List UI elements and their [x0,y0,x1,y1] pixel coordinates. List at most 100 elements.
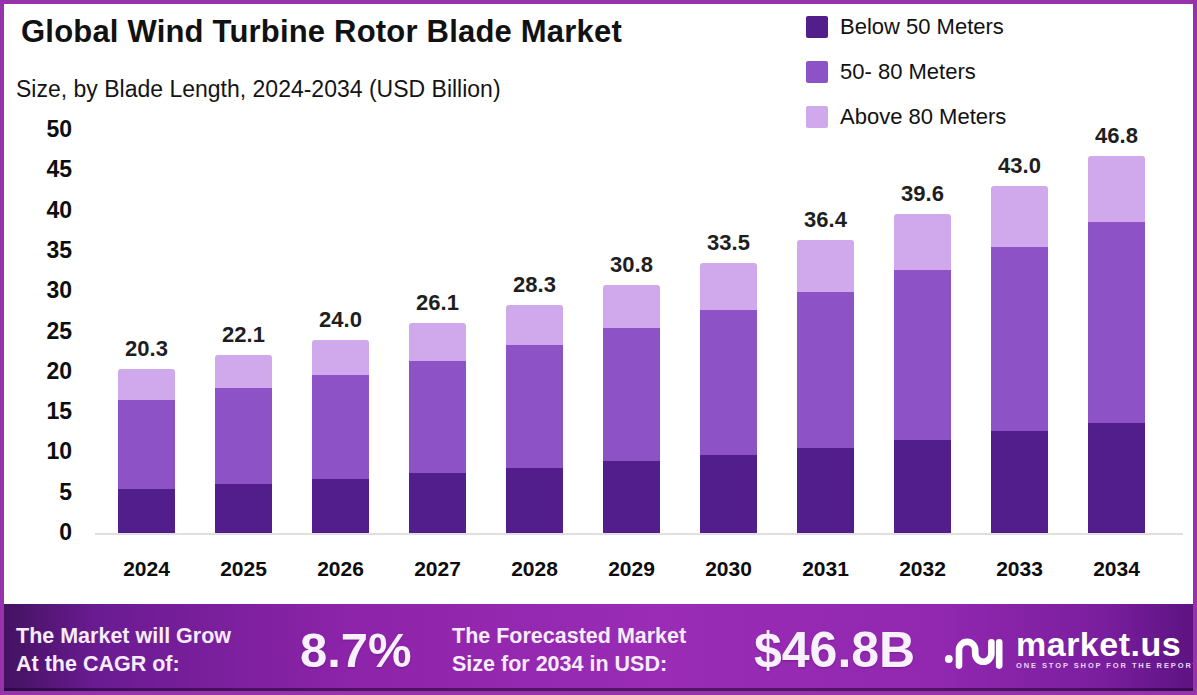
legend-item-0: Below 50 Meters [806,14,1006,40]
stacked-bar-2027 [409,323,466,533]
y-axis-tick-40: 40 [10,197,72,224]
brand-text-block: market.us ONE STOP SHOP FOR THE REPORTS [1016,629,1197,670]
stacked-bar-2029 [603,285,660,533]
y-axis-tick-35: 35 [10,237,72,264]
x-axis-label-2032: 2032 [872,557,973,581]
y-axis-tick-30: 30 [10,277,72,304]
stacked-bar-2032 [894,214,951,533]
total-value-label-2028: 28.3 [484,272,585,298]
x-axis-label-2025: 2025 [193,557,294,581]
y-axis-tick-15: 15 [10,398,72,425]
total-value-label-2025: 22.1 [193,322,294,348]
stacked-bar-2024 [118,369,175,533]
bar-segment-2033-below-50-meters [991,431,1048,533]
brand-tagline: ONE STOP SHOP FOR THE REPORTS [1016,661,1197,670]
bar-segment-2029-below-50-meters [603,461,660,533]
bar-segment-2026-below-50-meters [312,479,369,533]
total-value-label-2026: 24.0 [290,307,391,333]
legend-item-2: Above 80 Meters [806,104,1006,130]
bar-segment-2025-above-80-meters [215,355,272,388]
legend-label: Below 50 Meters [840,14,1004,40]
forecast-label: The Forecasted Market Size for 2034 in U… [452,622,686,678]
bar-segment-2025-below-50-meters [215,484,272,533]
bar-segment-2034-below-50-meters [1088,423,1145,533]
marketus-wave-icon [944,629,1004,671]
forecast-label-line1: The Forecasted Market [452,622,686,650]
y-axis-tick-25: 25 [10,318,72,345]
bar-segment-2027-50--80-meters [409,361,466,474]
x-axis-label-2026: 2026 [290,557,391,581]
total-value-label-2030: 33.5 [678,230,779,256]
y-axis-tick-5: 5 [10,479,72,506]
total-value-label-2029: 30.8 [581,252,682,278]
x-axis-label-2027: 2027 [387,557,488,581]
bar-segment-2031-50--80-meters [797,292,854,448]
bar-segment-2028-above-80-meters [506,305,563,345]
forecast-label-line2: Size for 2034 in USD: [452,650,686,678]
x-axis-label-2028: 2028 [484,557,585,581]
x-axis-label-2030: 2030 [678,557,779,581]
bar-segment-2033-50--80-meters [991,247,1048,432]
x-axis-label-2029: 2029 [581,557,682,581]
x-axis-label-2031: 2031 [775,557,876,581]
bar-segment-2026-above-80-meters [312,340,369,375]
total-value-label-2034: 46.8 [1066,123,1167,149]
brand-name: market.us [1016,629,1197,659]
total-value-label-2033: 43.0 [969,153,1070,179]
x-axis-line [95,533,1183,535]
stacked-bar-2026 [312,340,369,533]
legend-swatch-icon [806,106,828,128]
total-value-label-2031: 36.4 [775,207,876,233]
y-axis-tick-10: 10 [10,438,72,465]
bar-segment-2024-above-80-meters [118,369,175,400]
legend: Below 50 Meters 50- 80 Meters Above 80 Met… [806,14,1006,130]
legend-item-1: 50- 80 Meters [806,59,1006,85]
bar-segment-2031-above-80-meters [797,240,854,292]
cagr-label-line2: At the CAGR of: [16,650,231,678]
stacked-bar-2033 [991,186,1048,533]
brand-logo: market.us ONE STOP SHOP FOR THE REPORTS [944,629,1197,671]
stacked-bar-2028 [506,305,563,533]
bar-segment-2030-50--80-meters [700,310,757,455]
forecast-value: $46.8B [754,621,915,679]
y-axis-tick-45: 45 [10,156,72,183]
stacked-bar-chart: 0510152025303540455020.3202422.1202524.0… [0,0,1197,695]
total-value-label-2032: 39.6 [872,181,973,207]
bar-segment-2028-50--80-meters [506,345,563,468]
bar-segment-2026-50--80-meters [312,375,369,479]
bar-segment-2029-50--80-meters [603,328,660,461]
x-axis-label-2034: 2034 [1066,557,1167,581]
cagr-label-line1: The Market will Grow [16,622,231,650]
bar-segment-2024-below-50-meters [118,489,175,533]
stacked-bar-2031 [797,240,854,533]
stacked-bar-2025 [215,355,272,533]
legend-label: Above 80 Meters [840,104,1006,130]
bar-segment-2032-50--80-meters [894,270,951,440]
x-axis-label-2024: 2024 [96,557,197,581]
stacked-bar-2034 [1088,156,1145,533]
bar-segment-2033-above-80-meters [991,186,1048,246]
y-axis-tick-50: 50 [10,116,72,143]
bar-segment-2031-below-50-meters [797,448,854,533]
cagr-value: 8.7% [300,622,412,678]
bar-segment-2030-below-50-meters [700,455,757,533]
bar-segment-2032-above-80-meters [894,214,951,270]
footer-banner: The Market will Grow At the CAGR of: 8.7… [0,604,1197,695]
stacked-bar-2030 [700,263,757,533]
y-axis-tick-0: 0 [10,519,72,546]
bar-segment-2034-50--80-meters [1088,222,1145,423]
bar-segment-2028-below-50-meters [506,468,563,533]
y-axis-tick-20: 20 [10,358,72,385]
bar-segment-2034-above-80-meters [1088,156,1145,222]
legend-swatch-icon [806,61,828,83]
total-value-label-2024: 20.3 [96,336,197,362]
x-axis-label-2033: 2033 [969,557,1070,581]
total-value-label-2027: 26.1 [387,290,488,316]
bar-segment-2027-above-80-meters [409,323,466,361]
legend-label: 50- 80 Meters [840,59,976,85]
bar-segment-2030-above-80-meters [700,263,757,310]
bar-segment-2032-below-50-meters [894,440,951,533]
bar-segment-2029-above-80-meters [603,285,660,329]
bar-segment-2024-50--80-meters [118,400,175,489]
legend-swatch-icon [806,16,828,38]
